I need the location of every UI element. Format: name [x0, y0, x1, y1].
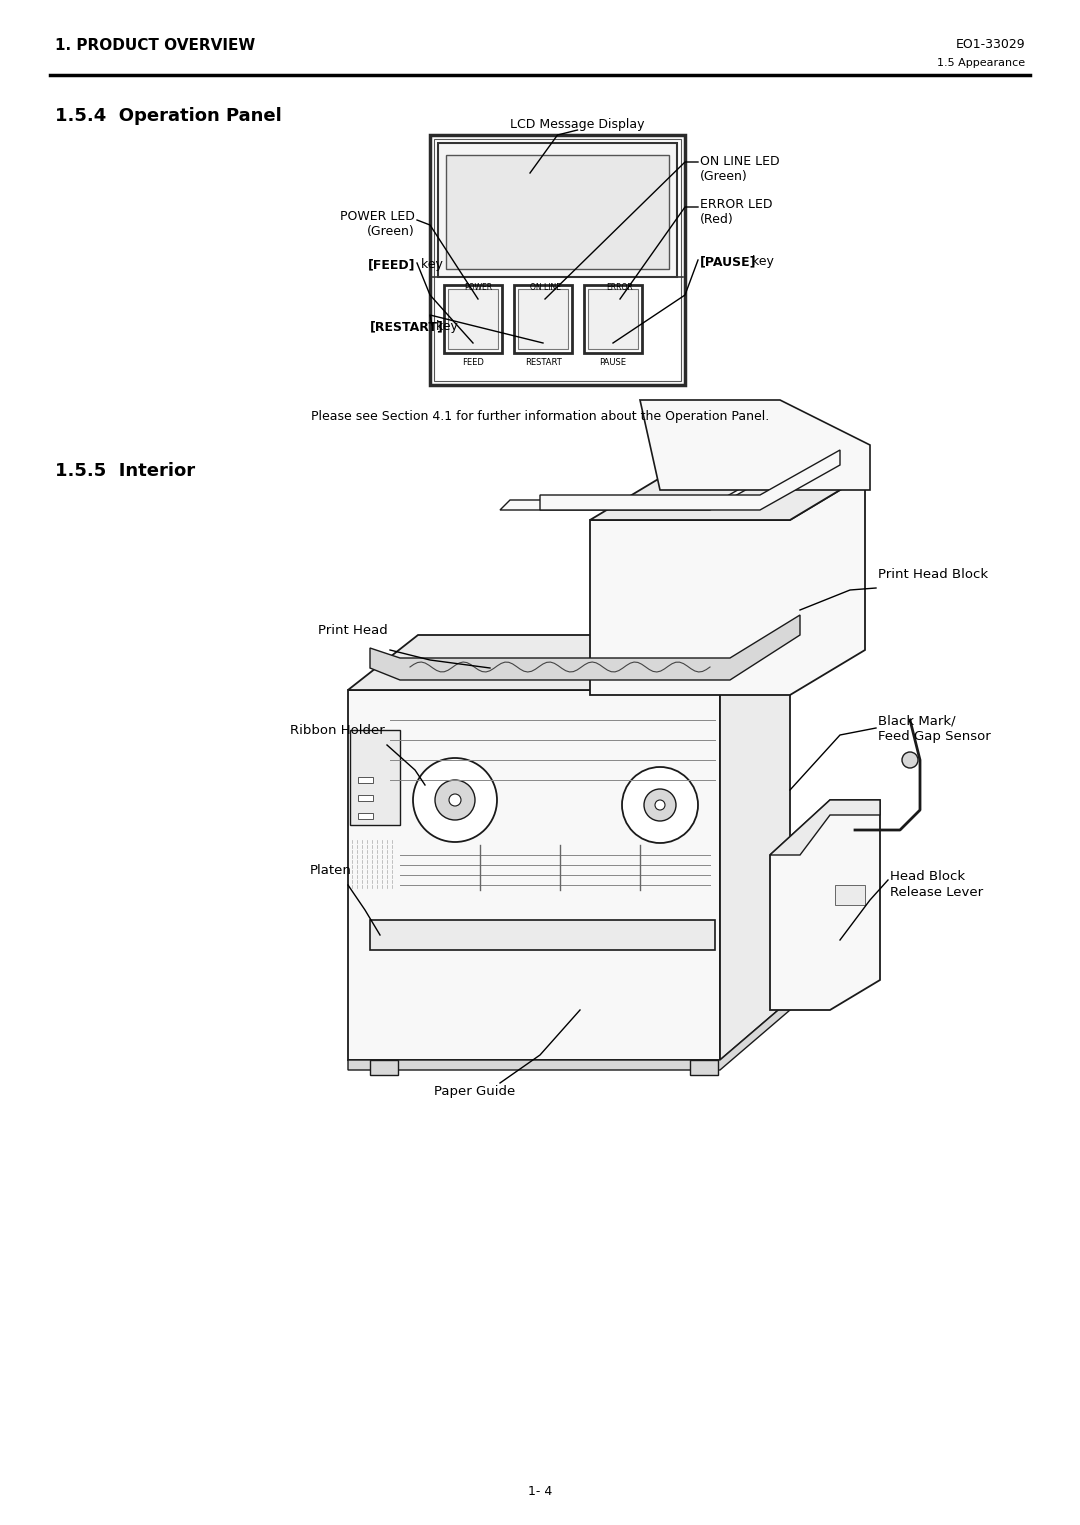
Polygon shape	[640, 400, 870, 490]
Bar	[357, 778, 373, 782]
Polygon shape	[770, 801, 880, 856]
Circle shape	[644, 788, 676, 820]
Bar	[350, 730, 400, 825]
Text: EO1-33029: EO1-33029	[956, 38, 1025, 50]
Polygon shape	[348, 689, 720, 1060]
Text: ON LINE: ON LINE	[529, 284, 561, 291]
Text: (Green): (Green)	[367, 226, 415, 238]
Circle shape	[475, 296, 481, 302]
Bar	[357, 813, 373, 819]
Text: POWER: POWER	[464, 284, 492, 291]
Text: (Red): (Red)	[700, 214, 733, 226]
Polygon shape	[720, 634, 789, 1060]
Text: Platen: Platen	[310, 863, 352, 877]
Text: FEED: FEED	[462, 358, 484, 368]
Bar	[835, 884, 865, 904]
Bar	[444, 285, 502, 352]
Text: 1- 4: 1- 4	[528, 1485, 552, 1498]
Bar	[448, 290, 498, 349]
Text: key: key	[432, 320, 458, 332]
Text: ERROR: ERROR	[607, 284, 633, 291]
Circle shape	[617, 296, 623, 302]
Text: Print Head Block: Print Head Block	[878, 569, 988, 581]
Polygon shape	[770, 801, 880, 1010]
Text: POWER LED: POWER LED	[340, 210, 415, 223]
Circle shape	[413, 758, 497, 842]
Polygon shape	[370, 615, 800, 680]
Circle shape	[612, 291, 627, 307]
Text: ERROR LED: ERROR LED	[700, 198, 772, 210]
Circle shape	[449, 795, 461, 807]
Text: key: key	[417, 258, 443, 271]
Polygon shape	[370, 920, 715, 950]
Bar	[584, 285, 642, 352]
Text: Black Mark/: Black Mark/	[878, 715, 956, 727]
Circle shape	[542, 296, 548, 302]
Polygon shape	[348, 634, 789, 689]
Bar	[357, 795, 373, 801]
Bar	[446, 156, 669, 268]
Polygon shape	[590, 474, 865, 520]
Polygon shape	[348, 1000, 789, 1071]
Bar	[588, 290, 638, 349]
Text: 1.5 Appearance: 1.5 Appearance	[936, 58, 1025, 69]
Text: Release Lever: Release Lever	[890, 886, 983, 900]
Polygon shape	[540, 450, 840, 509]
Bar	[370, 1060, 399, 1075]
Circle shape	[471, 291, 486, 307]
Bar	[514, 285, 572, 352]
Text: RESTART: RESTART	[525, 358, 562, 368]
Text: [RESTART]: [RESTART]	[370, 320, 444, 332]
Circle shape	[435, 779, 475, 820]
Circle shape	[538, 291, 553, 307]
Text: [PAUSE]: [PAUSE]	[700, 255, 756, 268]
Circle shape	[622, 767, 698, 843]
Text: Please see Section 4.1 for further information about the Operation Panel.: Please see Section 4.1 for further infor…	[311, 410, 769, 422]
Text: (Green): (Green)	[700, 169, 747, 183]
Text: Paper Guide: Paper Guide	[434, 1084, 515, 1098]
Text: Head Block: Head Block	[890, 869, 966, 883]
Text: Feed Gap Sensor: Feed Gap Sensor	[878, 730, 990, 743]
Text: 1. PRODUCT OVERVIEW: 1. PRODUCT OVERVIEW	[55, 38, 255, 53]
Text: key: key	[748, 255, 774, 268]
Text: [FEED]: [FEED]	[367, 258, 415, 271]
Circle shape	[902, 752, 918, 769]
Bar	[434, 139, 681, 381]
Bar	[690, 1060, 718, 1075]
Text: Print Head: Print Head	[319, 624, 388, 636]
Text: ON LINE LED: ON LINE LED	[700, 156, 780, 168]
Text: LCD Message Display: LCD Message Display	[510, 117, 645, 131]
Text: PAUSE: PAUSE	[599, 358, 626, 368]
Polygon shape	[590, 474, 865, 695]
Text: 1.5.4  Operation Panel: 1.5.4 Operation Panel	[55, 107, 282, 125]
Bar	[430, 136, 685, 384]
Polygon shape	[500, 454, 800, 509]
Circle shape	[654, 801, 665, 810]
Bar	[518, 290, 568, 349]
Bar	[438, 143, 677, 278]
Text: 1.5.5  Interior: 1.5.5 Interior	[55, 462, 195, 480]
Text: Ribbon Holder: Ribbon Holder	[291, 723, 384, 737]
